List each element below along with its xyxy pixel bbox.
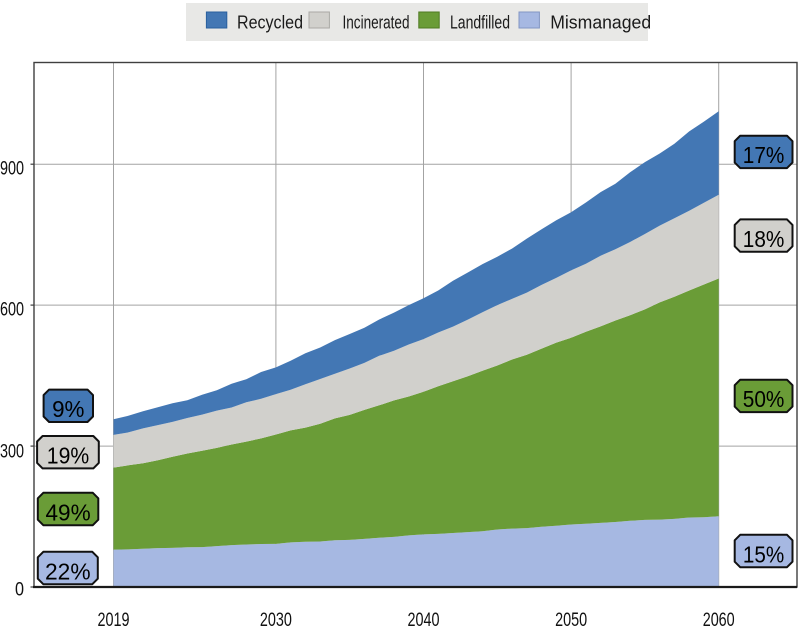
svg-text:Incinerated: Incinerated xyxy=(343,13,410,33)
svg-text:2060: 2060 xyxy=(703,610,735,627)
svg-text:Recycled: Recycled xyxy=(237,13,303,33)
svg-text:Landfilled: Landfilled xyxy=(450,13,510,33)
svg-text:2050: 2050 xyxy=(555,610,587,627)
svg-text:900: 900 xyxy=(0,159,24,180)
svg-text:19%: 19% xyxy=(47,443,89,469)
svg-text:9%: 9% xyxy=(52,396,84,422)
svg-text:2030: 2030 xyxy=(260,610,292,627)
svg-text:17%: 17% xyxy=(743,142,785,168)
svg-text:49%: 49% xyxy=(46,499,91,525)
svg-text:15%: 15% xyxy=(743,541,784,567)
svg-text:2040: 2040 xyxy=(408,610,440,627)
svg-text:18%: 18% xyxy=(743,226,785,252)
svg-text:50%: 50% xyxy=(743,386,785,412)
svg-text:600: 600 xyxy=(0,300,24,321)
svg-text:2019: 2019 xyxy=(98,610,130,627)
svg-text:Mismanaged: Mismanaged xyxy=(550,13,651,33)
svg-text:0: 0 xyxy=(15,580,24,601)
svg-text:300: 300 xyxy=(0,441,24,462)
svg-text:22%: 22% xyxy=(45,558,91,584)
